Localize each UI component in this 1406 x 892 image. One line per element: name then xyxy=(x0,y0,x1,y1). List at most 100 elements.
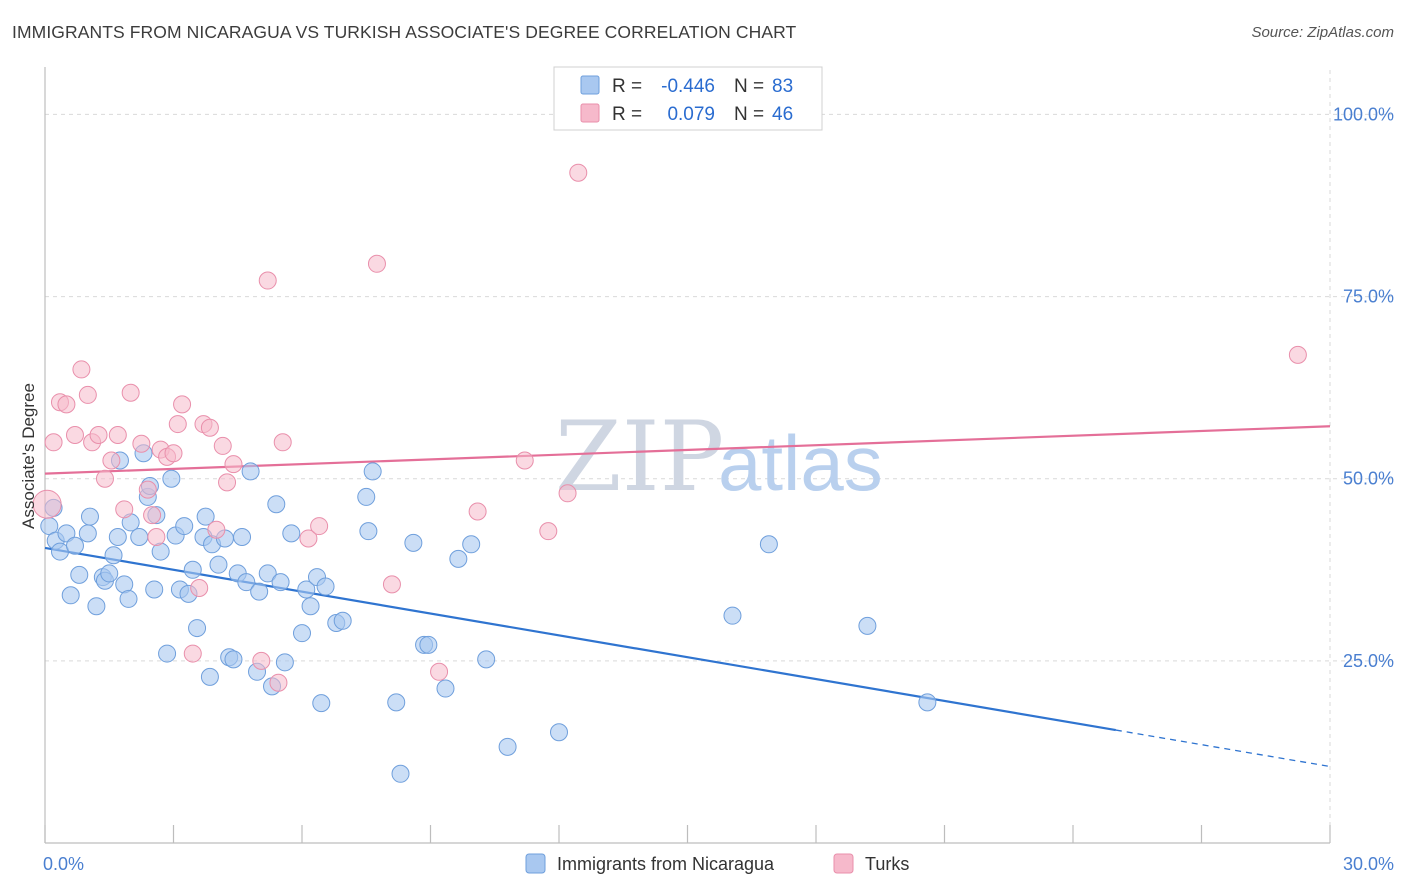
nicaragua-trend-solid xyxy=(44,546,1117,732)
legend-swatch-pink xyxy=(580,103,600,123)
nicaragua-point xyxy=(267,495,286,514)
nicaragua-point xyxy=(316,577,335,596)
nicaragua-point xyxy=(104,546,123,565)
nicaragua-point xyxy=(387,693,406,712)
watermark-zip: ZIP xyxy=(555,401,724,513)
nicaragua-point xyxy=(50,542,69,561)
x-tick-label-30: 30.0% xyxy=(1343,854,1394,874)
legend-n-value-1: 83 xyxy=(772,76,793,97)
nicaragua-point xyxy=(918,693,937,712)
legend-r-value-2: 0.079 xyxy=(667,104,715,125)
y-tick-label-50: 50.0% xyxy=(1343,469,1394,489)
nicaragua-point xyxy=(301,597,320,616)
turks-point xyxy=(200,418,219,437)
nicaragua-point xyxy=(723,606,742,625)
nicaragua-point xyxy=(498,737,517,756)
y-tick-label-100: 100.0% xyxy=(1333,104,1394,124)
correlation-legend: R = -0.446 N = 83 R = 0.079 N = 46 xyxy=(553,66,823,131)
turks-point xyxy=(273,433,292,452)
nicaragua-point xyxy=(297,580,316,599)
turks-point xyxy=(138,480,157,499)
legend-n-label-1: N = xyxy=(734,76,764,97)
nicaragua-point xyxy=(145,580,164,599)
nicaragua-point xyxy=(419,635,438,654)
grid-lines xyxy=(45,70,1392,843)
turks-point xyxy=(72,360,91,379)
nicaragua-point xyxy=(363,462,382,481)
turks-point xyxy=(44,433,63,452)
nicaragua-point xyxy=(65,536,84,555)
turks-point xyxy=(258,271,277,290)
turks-point xyxy=(430,662,449,681)
turks-point xyxy=(108,426,127,444)
legend-swatch-nicaragua xyxy=(525,853,546,874)
legend-n-value-2: 46 xyxy=(772,104,793,125)
nicaragua-point xyxy=(357,487,376,506)
turks-point xyxy=(299,529,318,548)
turks-point xyxy=(57,395,76,414)
turks-point xyxy=(190,579,209,597)
nicaragua-point xyxy=(175,517,194,536)
turks-point xyxy=(224,455,243,474)
nicaragua-point xyxy=(70,565,89,584)
watermark-atlas: atlas xyxy=(718,419,883,507)
nicaragua-point xyxy=(158,644,177,663)
nicaragua-point xyxy=(78,524,97,543)
nicaragua-point xyxy=(233,528,252,546)
nicaragua-point xyxy=(237,573,256,592)
turks-point xyxy=(168,415,187,434)
nicaragua-point xyxy=(759,535,778,554)
nicaragua-point xyxy=(61,586,80,605)
watermark: ZIP atlas xyxy=(555,401,883,513)
turks-point xyxy=(115,500,134,519)
nicaragua-point xyxy=(359,522,378,541)
turks-point xyxy=(213,436,232,455)
turks-point xyxy=(218,473,237,492)
turks-trend-line-segment xyxy=(44,425,1331,475)
nicaragua-point xyxy=(550,723,568,742)
nicaragua-point xyxy=(200,667,219,686)
nicaragua-trend-line xyxy=(44,546,1331,768)
legend-r-label-1: R = xyxy=(612,76,642,97)
nicaragua-point xyxy=(436,679,455,698)
nicaragua-point xyxy=(391,764,410,783)
nicaragua-point xyxy=(858,616,877,635)
nicaragua-point xyxy=(188,619,207,638)
turks-point xyxy=(183,644,202,663)
nicaragua-point xyxy=(119,589,138,608)
turks-point xyxy=(558,484,577,503)
nicaragua-point xyxy=(462,535,481,554)
nicaragua-point xyxy=(250,582,269,601)
y-tick-label-25: 25.0% xyxy=(1343,651,1394,671)
turks-point xyxy=(32,489,62,519)
source-credit: Source: ZipAtlas.com xyxy=(1251,24,1394,41)
turks-point xyxy=(121,383,140,402)
turks-point xyxy=(1288,345,1307,364)
nicaragua-point xyxy=(271,573,290,592)
nicaragua-points xyxy=(40,444,937,783)
nicaragua-trend-dashed xyxy=(1115,729,1331,768)
turks-point xyxy=(468,502,487,521)
legend-n-label-2: N = xyxy=(734,104,764,125)
turks-point xyxy=(89,426,108,444)
turks-point xyxy=(65,426,84,444)
nicaragua-point xyxy=(275,653,294,672)
turks-point xyxy=(569,163,588,182)
turks-trend-line xyxy=(44,425,1331,475)
turks-point xyxy=(539,522,558,541)
turks-point xyxy=(164,444,183,463)
x-tick-label-0: 0.0% xyxy=(43,854,84,874)
y-axis-label: Associate's Degree xyxy=(19,383,38,529)
turks-point xyxy=(252,651,271,670)
nicaragua-point xyxy=(241,462,260,481)
nicaragua-point xyxy=(130,528,149,546)
turks-point xyxy=(143,506,162,525)
nicaragua-point xyxy=(312,694,331,713)
series-legend: Immigrants from Nicaragua Turks xyxy=(525,853,909,874)
nicaragua-point xyxy=(449,549,468,568)
legend-swatch-turks xyxy=(833,853,854,874)
legend-r-value-1: -0.446 xyxy=(661,76,715,97)
axes xyxy=(44,67,1331,844)
turks-point xyxy=(515,451,534,470)
